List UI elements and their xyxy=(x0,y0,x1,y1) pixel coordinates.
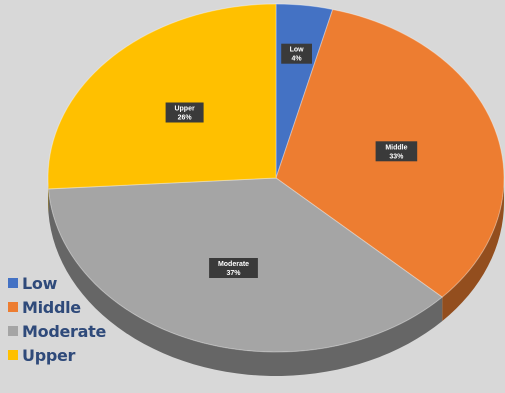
chart-legend: Low Middle Moderate Upper xyxy=(8,272,106,366)
data-label-upper: Upper 26% xyxy=(165,102,204,123)
legend-item-upper: Upper xyxy=(8,344,106,366)
legend-item-middle: Middle xyxy=(8,296,106,318)
pie-side-middle xyxy=(442,178,504,322)
legend-swatch-middle xyxy=(8,302,18,312)
pie-side-moderate xyxy=(48,188,443,376)
legend-swatch-moderate xyxy=(8,326,18,336)
data-label-moderate: Moderate 37% xyxy=(209,258,258,278)
data-label-category-middle: Middle xyxy=(385,144,407,151)
data-label-middle: Middle 33% xyxy=(375,141,418,162)
legend-label-moderate: Moderate xyxy=(22,321,107,341)
legend-swatch-upper xyxy=(8,350,18,360)
data-label-box-moderate xyxy=(209,258,258,278)
data-label-value-low: 4% xyxy=(292,56,303,63)
legend-label-low: Low xyxy=(22,273,58,293)
pie-tops xyxy=(47,3,505,353)
pie-data-labels: Low 4% Middle 33% Moderate 37% Upper 26% xyxy=(165,43,418,278)
data-label-box-middle xyxy=(375,141,418,162)
data-label-box-upper xyxy=(165,102,204,123)
data-label-low: Low 4% xyxy=(281,43,312,64)
legend-label-upper: Upper xyxy=(22,345,76,365)
legend-label-middle: Middle xyxy=(22,297,81,317)
data-label-value-middle: 33% xyxy=(389,153,404,160)
data-label-value-upper: 26% xyxy=(178,115,193,122)
legend-item-low: Low xyxy=(8,272,106,294)
pie-slice-upper xyxy=(47,3,277,190)
pie-sides xyxy=(48,178,504,376)
data-label-category-moderate: Moderate xyxy=(218,261,249,268)
data-label-category-upper: Upper xyxy=(174,106,195,113)
data-label-box-low xyxy=(281,43,312,64)
legend-item-moderate: Moderate xyxy=(8,320,106,342)
data-label-category-low: Low xyxy=(290,47,305,54)
data-label-value-moderate: 37% xyxy=(226,270,241,277)
legend-swatch-low xyxy=(8,278,18,288)
